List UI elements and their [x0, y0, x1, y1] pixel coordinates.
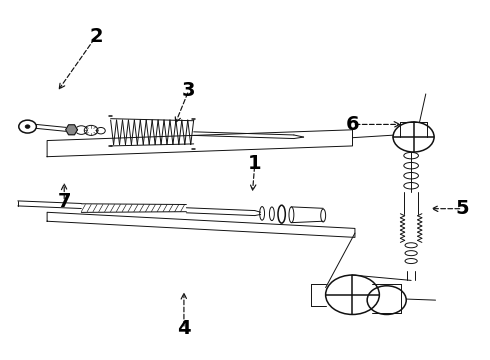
Text: 4: 4: [177, 319, 191, 338]
Text: 1: 1: [248, 154, 262, 174]
Text: 7: 7: [57, 192, 71, 211]
Text: 3: 3: [182, 81, 196, 100]
Text: 5: 5: [456, 199, 469, 218]
Polygon shape: [66, 125, 77, 135]
Text: 2: 2: [89, 27, 103, 46]
Circle shape: [25, 125, 30, 129]
Text: 6: 6: [345, 115, 359, 134]
